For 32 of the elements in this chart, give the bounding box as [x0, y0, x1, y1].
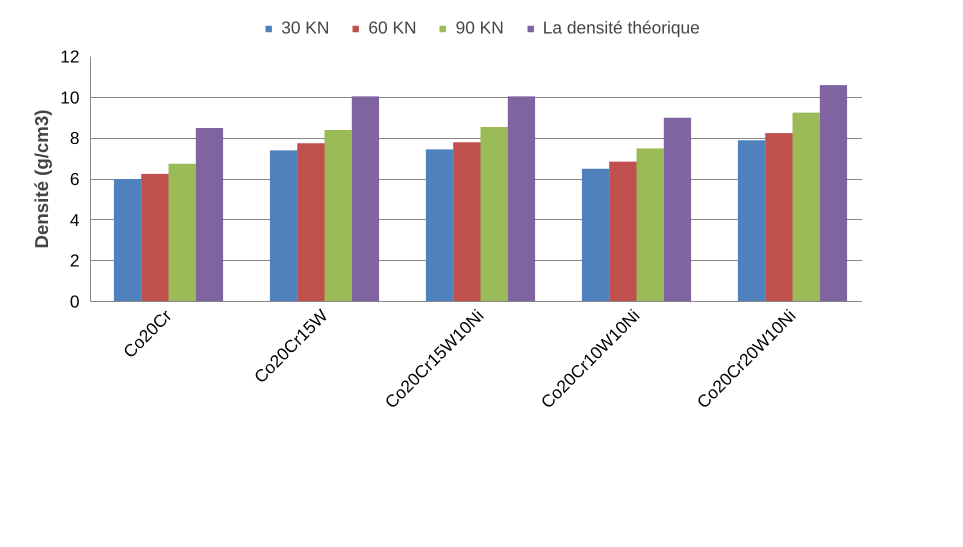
y-tick-label: 10 [60, 87, 80, 108]
y-tick-label: 8 [70, 128, 80, 148]
bar [582, 168, 610, 302]
bar [480, 126, 508, 302]
y-axis-title: Densité (g/cm3) [31, 110, 52, 248]
bar [609, 162, 636, 302]
bar [352, 96, 380, 302]
legend-label: 90 KN [456, 18, 504, 38]
bar [664, 118, 692, 302]
bar [792, 112, 820, 302]
legend-label: 30 KN [281, 18, 330, 38]
bar [738, 140, 766, 302]
y-tick-label: 0 [70, 292, 80, 312]
y-tick-label: 6 [70, 169, 80, 189]
bar [196, 128, 224, 302]
y-tick-label: 12 [60, 46, 80, 66]
bar [141, 174, 168, 302]
bar [324, 130, 352, 302]
bar [168, 164, 196, 302]
bar [636, 148, 664, 302]
bar [508, 96, 536, 302]
y-tick-label: 4 [70, 210, 80, 230]
bar [114, 179, 142, 302]
y-tick-label: 2 [70, 250, 80, 271]
legend-label: 60 KN [368, 18, 417, 38]
bar [453, 142, 480, 302]
bar [820, 85, 848, 302]
bar [270, 150, 298, 302]
bar [426, 149, 454, 302]
bar [297, 143, 324, 302]
bar [765, 133, 792, 302]
legend-label: La densité théorique [542, 18, 700, 38]
